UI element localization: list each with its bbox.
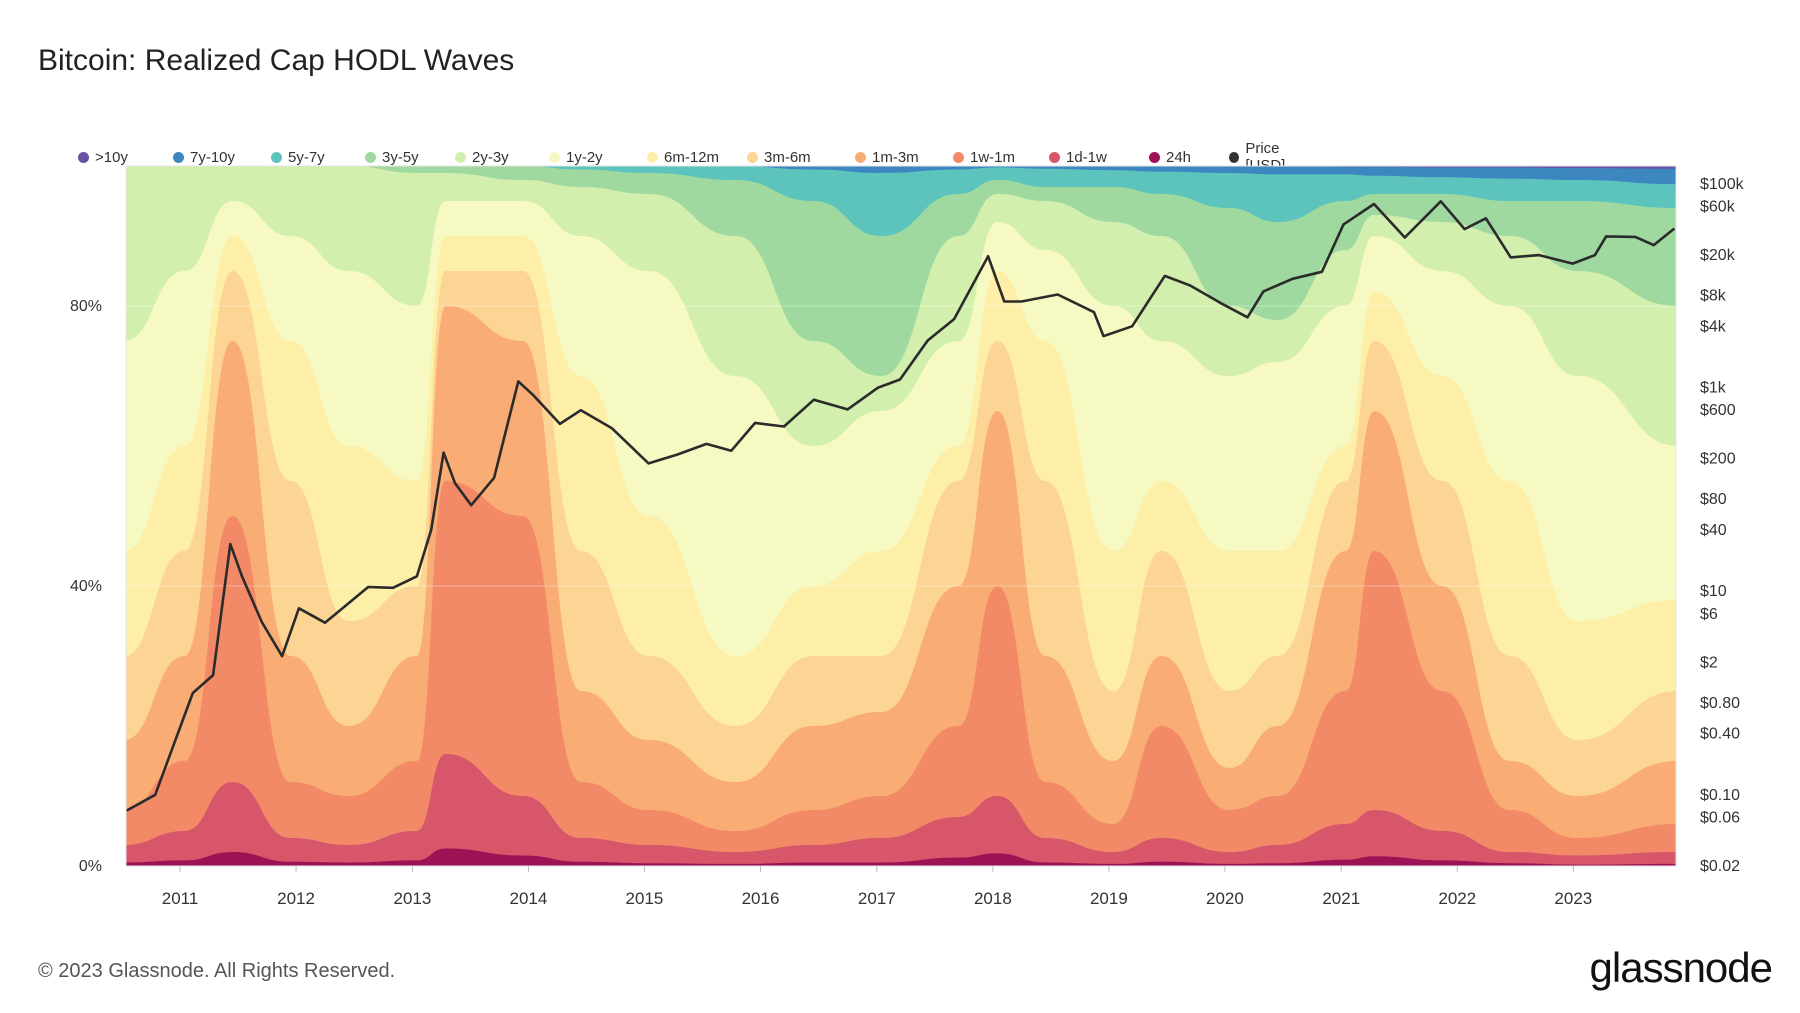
band-1w1m (126, 481, 1676, 866)
legend-item[interactable]: 6m-12m (647, 140, 747, 174)
y-left-tick-label: 40% (70, 578, 102, 595)
legend-item[interactable]: 1y-2y (549, 140, 647, 174)
y-left-tick-label: 0% (79, 858, 102, 875)
y-right-tick-label: $1k (1700, 380, 1727, 397)
y-right-tick-label: $20k (1700, 247, 1736, 264)
legend-label: 1y-2y (566, 148, 603, 166)
y-right-tick-label: $80 (1700, 491, 1727, 508)
legend-label: 6m-12m (664, 148, 720, 166)
y-right-tick-label: $40 (1700, 522, 1727, 539)
y-left-tick-label: 80% (70, 298, 102, 315)
plot-area (126, 166, 1676, 866)
y-right-tick-label: $100k (1700, 176, 1745, 193)
x-tick-label: 2019 (1090, 889, 1128, 908)
copyright-footer: © 2023 Glassnode. All Rights Reserved. (38, 960, 396, 982)
y-right-tick-label: $0.06 (1700, 809, 1740, 826)
legend-label: 24h (1166, 148, 1192, 166)
legend-item[interactable]: 24h (1149, 140, 1229, 174)
band-24h (126, 848, 1676, 866)
y-right-tick-label: $2 (1700, 654, 1718, 671)
y-right-tick-label: $10 (1700, 583, 1727, 600)
x-tick-label: 2023 (1554, 889, 1592, 908)
x-tick-label: 2012 (277, 889, 315, 908)
legend-dot-icon (855, 151, 866, 163)
x-tick-label: 2014 (510, 889, 548, 908)
legend-item[interactable]: 7y-10y (173, 140, 271, 174)
legend-dot-icon (747, 151, 758, 163)
legend-dot-icon (647, 151, 658, 163)
x-tick-label: 2015 (626, 889, 664, 908)
legend-label: 5y-7y (288, 148, 325, 166)
y-right-tick-label: $0.02 (1700, 858, 1740, 875)
legend-dot-icon (455, 151, 466, 163)
legend-dot-icon (953, 151, 964, 163)
legend-label: 1d-1w (1066, 148, 1107, 166)
legend-item[interactable]: >10y (78, 140, 173, 174)
x-tick-label: 2011 (162, 889, 199, 908)
legend-label: 1m-3m (872, 148, 919, 166)
legend-label: >10y (95, 148, 128, 166)
legend-item[interactable]: 3y-5y (365, 140, 455, 174)
legend-item[interactable]: 1m-3m (855, 140, 953, 174)
band-1d1w (126, 754, 1676, 866)
x-tick-label: 2017 (858, 889, 896, 908)
y-right-tick-label: $4k (1700, 318, 1727, 335)
legend-item[interactable]: 2y-3y (455, 140, 549, 174)
y-right-tick-label: $60k (1700, 199, 1736, 216)
legend-dot-icon (1229, 151, 1240, 163)
chart-title: Bitcoin: Realized Cap HODL Waves (38, 44, 515, 77)
price-line (126, 200, 1676, 812)
legend-label: 3y-5y (382, 148, 419, 166)
legend-dot-icon (78, 151, 89, 163)
legend-dot-icon (271, 151, 282, 163)
x-tick-label: 2013 (393, 889, 431, 908)
glassnode-logo: glassnode (1589, 944, 1773, 991)
legend-item[interactable]: 1w-1m (953, 140, 1049, 174)
x-tick-label: 2022 (1438, 889, 1476, 908)
legend-label: 1w-1m (970, 148, 1016, 166)
legend-dot-icon (173, 151, 184, 163)
y-right-tick-label: $0.40 (1700, 726, 1740, 743)
legend-dot-icon (549, 151, 560, 163)
legend-label: 7y-10y (190, 148, 236, 166)
legend-item[interactable]: 3m-6m (747, 140, 855, 174)
y-right-tick-label: $6 (1700, 606, 1718, 623)
x-tick-label: 2016 (742, 889, 780, 908)
y-right-tick-label: $200 (1700, 451, 1736, 468)
x-tick-label: 2018 (974, 889, 1012, 908)
legend-item[interactable]: 5y-7y (271, 140, 365, 174)
legend-label: 3m-6m (764, 148, 811, 166)
y-right-tick-label: $0.80 (1700, 695, 1740, 712)
x-tick-label: 2021 (1322, 889, 1360, 908)
plot-border (125, 165, 1677, 867)
legend-dot-icon (365, 151, 376, 163)
legend-item[interactable]: 1d-1w (1049, 140, 1149, 174)
y-right-tick-label: $0.10 (1700, 787, 1740, 804)
legend-label: 2y-3y (472, 148, 509, 166)
legend-dot-icon (1149, 151, 1160, 163)
y-right-tick-label: $8k (1700, 288, 1727, 305)
x-tick-label: 2020 (1206, 889, 1244, 908)
y-right-tick-label: $600 (1700, 402, 1736, 419)
legend-dot-icon (1049, 151, 1060, 163)
